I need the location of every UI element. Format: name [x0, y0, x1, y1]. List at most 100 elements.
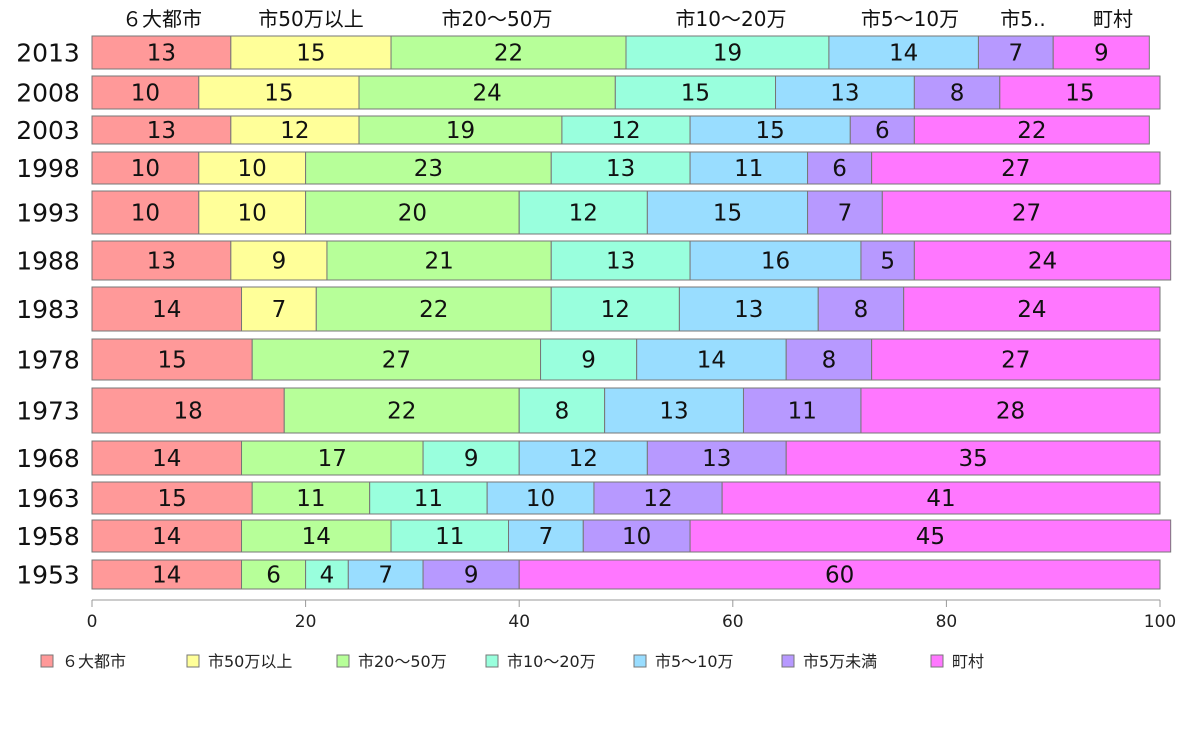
bar-segment	[91, 240, 232, 281]
data-label: 16	[761, 249, 790, 275]
data-label: 7	[272, 297, 287, 323]
x-tick-label: 20	[295, 612, 317, 632]
x-tick-label: 80	[936, 612, 958, 632]
bar-row: 2008 10 15 24 15 13 8 15	[16, 75, 1161, 110]
bar-segment	[913, 75, 1001, 110]
data-label: 27	[1001, 348, 1030, 374]
data-label: 15	[296, 41, 325, 67]
bar-segment	[315, 286, 552, 332]
data-label: 60	[825, 563, 854, 589]
bar-segment	[860, 387, 1161, 434]
y-tick-label: 1983	[16, 295, 80, 324]
data-label: 24	[1017, 297, 1046, 323]
bar-segment	[999, 75, 1161, 110]
legend-label: 市50万以上	[208, 652, 292, 671]
legend-item: 市5～10万	[633, 652, 734, 671]
legend-item: 市50万以上	[186, 652, 292, 671]
data-label: 22	[419, 297, 448, 323]
bar-segment	[230, 240, 328, 281]
bar-row: 2003 13 12 19 12 15 6 22	[16, 115, 1150, 145]
bar-segment	[828, 35, 979, 70]
legend-swatch	[781, 654, 795, 668]
bar-segment	[91, 440, 243, 476]
data-label: 13	[606, 249, 635, 275]
bar-segment	[198, 151, 307, 185]
y-tick-label: 1988	[16, 247, 80, 276]
data-label: 10	[622, 524, 651, 550]
data-label: 8	[822, 348, 837, 374]
bar-row: 1998 10 10 23 13 11 6 27	[16, 151, 1161, 185]
data-label: 12	[569, 201, 598, 227]
legend-swatch	[336, 654, 350, 668]
bar-row: 1968 14 17 9 12 13 35	[16, 440, 1161, 476]
bar-segment	[91, 75, 200, 110]
data-label: 8	[950, 81, 965, 107]
data-label: 41	[926, 486, 955, 512]
column-header: 市5..	[1000, 7, 1045, 31]
data-label: 11	[296, 486, 325, 512]
bar-segment	[508, 519, 584, 553]
bar-segment	[241, 559, 307, 590]
legend-label: 市5万未満	[803, 652, 877, 671]
data-label: 13	[147, 41, 176, 67]
bar-segment	[91, 35, 232, 70]
data-label: 5	[880, 249, 895, 275]
data-label: 15	[713, 201, 742, 227]
data-label: 13	[147, 249, 176, 275]
bar-segment	[358, 75, 616, 110]
data-label: 18	[173, 399, 202, 425]
data-label: 12	[601, 297, 630, 323]
x-tick-label: 100	[1144, 612, 1176, 632]
data-label: 14	[697, 348, 726, 374]
bar-segment	[91, 190, 200, 235]
bar-segment	[347, 559, 424, 590]
data-label: 28	[996, 399, 1025, 425]
bar-segment	[91, 286, 243, 332]
bar-segment	[91, 338, 253, 381]
bar-segment	[582, 519, 691, 553]
legend-label: 町村	[952, 652, 984, 671]
y-tick-label: 1953	[16, 561, 80, 590]
legend-label: ６大都市	[62, 652, 126, 671]
bar-segment	[775, 75, 915, 110]
data-label: 14	[302, 524, 331, 550]
bar-segment	[881, 190, 1172, 235]
bar-segment	[860, 240, 915, 281]
column-header: 市5～10万	[861, 7, 959, 31]
bar-segment	[646, 440, 787, 476]
y-tick-label: 1973	[16, 397, 80, 426]
bar-segment	[518, 387, 606, 434]
bar-segment	[678, 286, 819, 332]
bar-segment	[326, 240, 552, 281]
data-label: 13	[659, 399, 688, 425]
bar-segment	[518, 559, 1161, 590]
column-headers: ６大都市 市50万以上 市20～50万 市10～20万 市5～10万 市5.. 町村	[122, 7, 1133, 31]
data-label: 10	[526, 486, 555, 512]
bar-segment	[91, 519, 243, 553]
data-label: 14	[889, 41, 918, 67]
legend-item: ６大都市	[40, 652, 126, 671]
data-label: 11	[734, 156, 763, 182]
data-label: 8	[555, 399, 570, 425]
data-label: 14	[152, 563, 181, 589]
y-tick-label: 1978	[16, 346, 80, 375]
data-label: 10	[131, 81, 160, 107]
data-label: 27	[1001, 156, 1030, 182]
y-tick-label: 2003	[16, 116, 80, 145]
data-label: 4	[320, 563, 335, 589]
data-label: 15	[681, 81, 710, 107]
data-label: 22	[387, 399, 416, 425]
data-label: 27	[382, 348, 411, 374]
data-label: 9	[272, 249, 287, 275]
bar-row: 1958 14 14 11 7 10 45	[16, 519, 1172, 553]
data-label: 15	[1065, 81, 1094, 107]
bar-row: 2013 13 15 22 19 14 7 9	[16, 35, 1150, 70]
data-label: 10	[131, 156, 160, 182]
bar-segment	[91, 387, 285, 434]
data-label: 13	[147, 118, 176, 144]
bar-segment	[241, 519, 392, 553]
data-label: 15	[157, 486, 186, 512]
column-header: ６大都市	[122, 7, 202, 31]
y-tick-label: 1963	[16, 484, 80, 513]
